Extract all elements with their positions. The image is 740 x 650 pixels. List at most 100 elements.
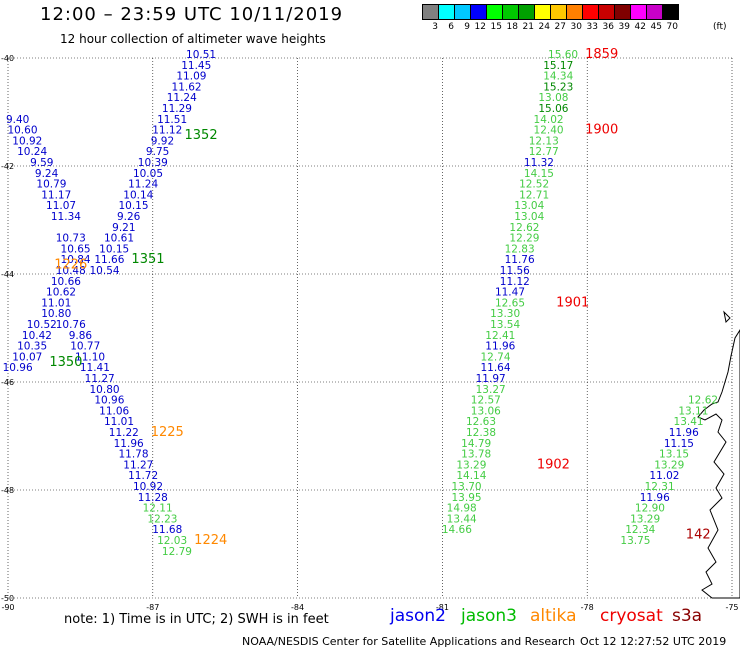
wave-height-value: 11.97 xyxy=(476,373,506,385)
wave-height-value: 12.79 xyxy=(162,546,192,558)
wave-height-value: 11.01 xyxy=(104,416,134,428)
legend-label: 9 xyxy=(464,22,470,32)
wave-height-value: 11.32 xyxy=(524,157,554,169)
wave-height-value: 10.39 xyxy=(138,157,168,169)
wave-height-value: 11.22 xyxy=(109,427,139,439)
wave-height-value: 12.29 xyxy=(509,233,539,245)
lon-tick-label: -87 xyxy=(146,603,159,612)
lon-tick-label: -75 xyxy=(725,603,738,612)
wave-height-value: 13.54 xyxy=(490,319,520,331)
wave-height-value: 15.06 xyxy=(538,103,568,115)
wave-height-value: 13.30 xyxy=(490,308,520,320)
wave-height-value: 13.44 xyxy=(447,513,477,525)
wave-height-value: 12.31 xyxy=(645,481,675,493)
wave-height-value: 13.95 xyxy=(452,492,482,504)
wave-height-value: 10.79 xyxy=(36,179,66,191)
wave-height-value: 10.65 xyxy=(61,243,91,255)
time-label: 1225 xyxy=(151,425,184,440)
wave-height-value: 13.04 xyxy=(514,200,544,212)
wave-height-value: 10.15 xyxy=(118,200,148,212)
wave-height-value: 9.86 xyxy=(69,330,93,342)
wave-height-value: 11.68 xyxy=(152,524,182,536)
wave-height-value: 11.96 xyxy=(114,438,144,450)
wave-height-value: 11.96 xyxy=(669,427,699,439)
legend-label: 15 xyxy=(490,22,502,32)
wave-height-value: 10.15 xyxy=(99,243,129,255)
wave-height-value: 10.48 xyxy=(56,265,86,277)
wave-height-value: 10.66 xyxy=(51,276,81,288)
legend-label: 12 xyxy=(474,22,486,32)
lon-tick-label: -78 xyxy=(581,603,594,612)
wave-height-value: 14.66 xyxy=(442,524,472,536)
page-subtitle: 12 hour collection of altimeter wave hei… xyxy=(60,32,326,46)
satellite-label: jason2 xyxy=(390,606,446,626)
wave-height-value: 11.28 xyxy=(138,492,168,504)
wave-height-value: 12.41 xyxy=(485,330,515,342)
wave-height-value: 12.52 xyxy=(519,179,549,191)
wave-height-value: 13.29 xyxy=(456,459,486,471)
wave-height-value: 12.90 xyxy=(635,503,665,515)
legend-label: 39 xyxy=(618,22,630,32)
wave-height-value: 13.41 xyxy=(674,416,704,428)
coastline xyxy=(697,329,740,599)
legend-label: 36 xyxy=(602,22,614,32)
wave-height-value: 11.17 xyxy=(41,189,71,201)
satellite-label: altika xyxy=(530,606,577,626)
legend-label: 3 xyxy=(432,22,438,32)
time-label: 1901 xyxy=(556,295,589,310)
wave-height-value: 11.56 xyxy=(500,265,530,277)
wave-height-value: 11.66 xyxy=(94,254,124,266)
lat-tick-label: -42 xyxy=(1,162,14,171)
wave-height-value: 12.38 xyxy=(466,427,496,439)
time-label: 1900 xyxy=(585,123,618,138)
wave-height-value: 13.75 xyxy=(620,535,650,547)
wave-height-value: 11.27 xyxy=(123,459,153,471)
wave-height-value: 11.41 xyxy=(80,362,110,374)
wave-height-value: 9.40 xyxy=(6,114,29,126)
wave-height-value: 13.08 xyxy=(538,92,568,104)
wave-height-value: 12.03 xyxy=(157,535,187,547)
wave-height-value: 10.54 xyxy=(90,265,120,277)
wave-height-value: 13.04 xyxy=(514,211,544,223)
wave-height-value: 11.27 xyxy=(85,373,115,385)
wave-height-value: 13.15 xyxy=(659,449,689,461)
wave-height-value: 11.72 xyxy=(128,470,158,482)
wave-height-value: 12.62 xyxy=(688,395,718,407)
color-scale-legend xyxy=(422,4,679,20)
satellite-label: cryosat xyxy=(600,606,663,626)
wave-height-value: 12.83 xyxy=(505,243,535,255)
wave-height-value: 11.29 xyxy=(162,103,192,115)
wave-height-value: 10.80 xyxy=(90,384,120,396)
wave-height-value: 10.80 xyxy=(41,308,71,320)
wave-height-value: 11.10 xyxy=(75,351,105,363)
wave-height-value: 11.06 xyxy=(99,405,129,417)
wave-height-value: 14.15 xyxy=(524,168,554,180)
lat-tick-label: -46 xyxy=(1,378,14,387)
wave-height-value: 13.78 xyxy=(461,449,491,461)
wave-height-value: 10.96 xyxy=(3,362,33,374)
wave-height-value: 14.34 xyxy=(543,71,573,83)
wave-height-value: 10.35 xyxy=(17,341,47,353)
legend-label: 30 xyxy=(570,22,582,32)
legend-label: 18 xyxy=(506,22,518,32)
wave-height-value: 11.47 xyxy=(495,287,525,299)
legend-swatch xyxy=(662,4,679,20)
wave-height-value: 10.05 xyxy=(133,168,163,180)
wave-height-value: 11.76 xyxy=(505,254,535,266)
time-label: 142 xyxy=(686,528,711,543)
wave-height-value: 11.34 xyxy=(51,211,81,223)
time-label: 1352 xyxy=(185,128,218,143)
wave-height-value: 15.23 xyxy=(543,81,573,93)
time-label: 1226 xyxy=(54,258,87,273)
footnote: note: 1) Time is in UTC; 2) SWH is in fe… xyxy=(64,612,329,627)
satellite-label: jason3 xyxy=(461,606,517,626)
time-label: 1224 xyxy=(194,533,227,548)
wave-height-value: 11.02 xyxy=(649,470,679,482)
wave-height-value: 11.96 xyxy=(485,341,515,353)
wave-height-value: 9.21 xyxy=(112,222,135,234)
wave-height-value: 9.92 xyxy=(151,135,174,147)
legend-label: 70 xyxy=(666,22,678,32)
wave-height-value: 15.60 xyxy=(548,49,578,61)
wave-height-value: 11.12 xyxy=(152,125,182,137)
wave-height-value: 14.79 xyxy=(461,438,491,450)
